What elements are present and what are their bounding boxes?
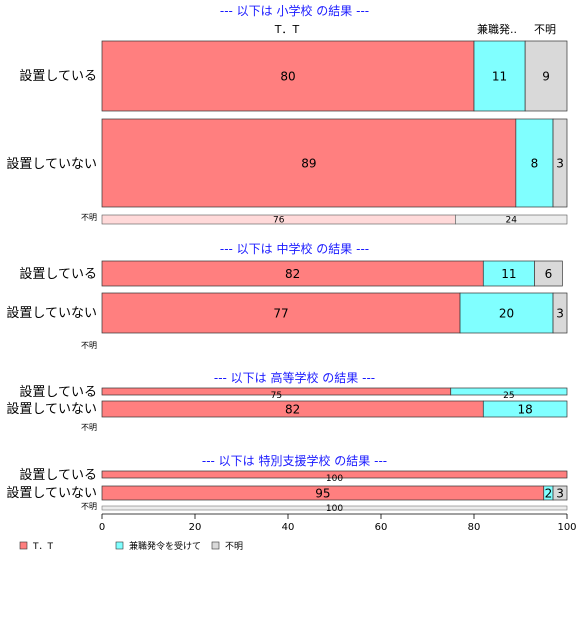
bar-segment: [459, 292, 554, 334]
data-label: 3: [556, 487, 564, 501]
panel-title: --- 以下は 小学校 の結果 ---: [220, 3, 369, 18]
row-label: 設置していない: [6, 485, 97, 501]
x-tick-label: 0: [99, 522, 105, 533]
row-label: 設置している: [19, 384, 97, 400]
x-tick-label: 60: [375, 522, 388, 533]
legend-swatch: [211, 541, 220, 550]
data-label: 25: [503, 391, 514, 401]
row-label: 設置している: [19, 467, 97, 483]
data-label: 100: [326, 474, 343, 484]
panel-title: --- 以下は 中学校 の結果 ---: [220, 241, 369, 256]
data-label: 6: [545, 267, 553, 281]
row-label: 不明: [81, 341, 97, 350]
data-label: 95: [315, 487, 330, 501]
data-label: 89: [301, 157, 316, 171]
legend-label: T．T: [32, 542, 53, 552]
panel-title: --- 以下は 特別支援学校 の結果 ---: [202, 453, 387, 468]
bar-segment: [101, 260, 484, 287]
x-tick-label: 100: [557, 522, 576, 533]
data-label: 8: [531, 157, 539, 171]
row-label: 設置していない: [6, 305, 97, 321]
bar-segment: [515, 118, 554, 208]
bar-segment: [101, 118, 517, 208]
legend-label: 兼職発令を受けて: [129, 540, 201, 552]
data-label: 9: [542, 70, 550, 84]
data-label: 24: [505, 216, 517, 226]
row-label: 不明: [81, 423, 97, 432]
row-label: 不明: [81, 502, 97, 511]
column-header: 不明: [534, 23, 556, 36]
row-label: 設置している: [19, 266, 97, 282]
data-label: 3: [556, 157, 564, 171]
data-label: 11: [492, 70, 507, 84]
bar-segment: [552, 292, 568, 334]
column-header: 兼職発..: [477, 22, 517, 36]
row-label: 設置していない: [6, 156, 97, 172]
bar-segment: [534, 260, 563, 287]
bar-segment: [450, 387, 568, 396]
bar-segment: [101, 40, 475, 112]
row-label: 設置している: [19, 68, 97, 84]
data-label: 76: [273, 216, 285, 226]
bar-segment: [482, 260, 535, 287]
data-label: 80: [280, 70, 295, 84]
bar-segment: [455, 214, 568, 225]
row-label: 設置していない: [6, 401, 97, 417]
bar-segment: [473, 40, 526, 112]
bar-segment: [101, 292, 461, 334]
bar-segment: [101, 505, 568, 511]
data-label: 77: [273, 307, 288, 321]
x-tick-label: 20: [189, 522, 202, 533]
bar-segment: [482, 400, 568, 418]
panel-title: --- 以下は 高等学校 の結果 ---: [214, 370, 375, 385]
bar-segment: [101, 470, 568, 479]
data-label: 3: [556, 307, 564, 321]
legend-label: 不明: [225, 541, 243, 552]
bar-segment: [552, 485, 568, 501]
data-label: 11: [501, 267, 516, 281]
bar-segment: [524, 40, 568, 112]
x-tick-label: 40: [282, 522, 295, 533]
data-label: 82: [285, 403, 300, 417]
x-tick-label: 80: [468, 522, 481, 533]
row-label: 不明: [81, 213, 97, 222]
column-header: T．T: [274, 23, 300, 36]
bar-segment: [552, 118, 568, 208]
data-label: 100: [326, 504, 343, 514]
data-label: 2: [545, 487, 553, 501]
data-label: 82: [285, 267, 300, 281]
legend-swatch: [115, 541, 124, 550]
data-label: 75: [271, 391, 282, 401]
data-label: 20: [499, 307, 514, 321]
data-label: 18: [518, 403, 533, 417]
legend-swatch: [19, 541, 28, 550]
